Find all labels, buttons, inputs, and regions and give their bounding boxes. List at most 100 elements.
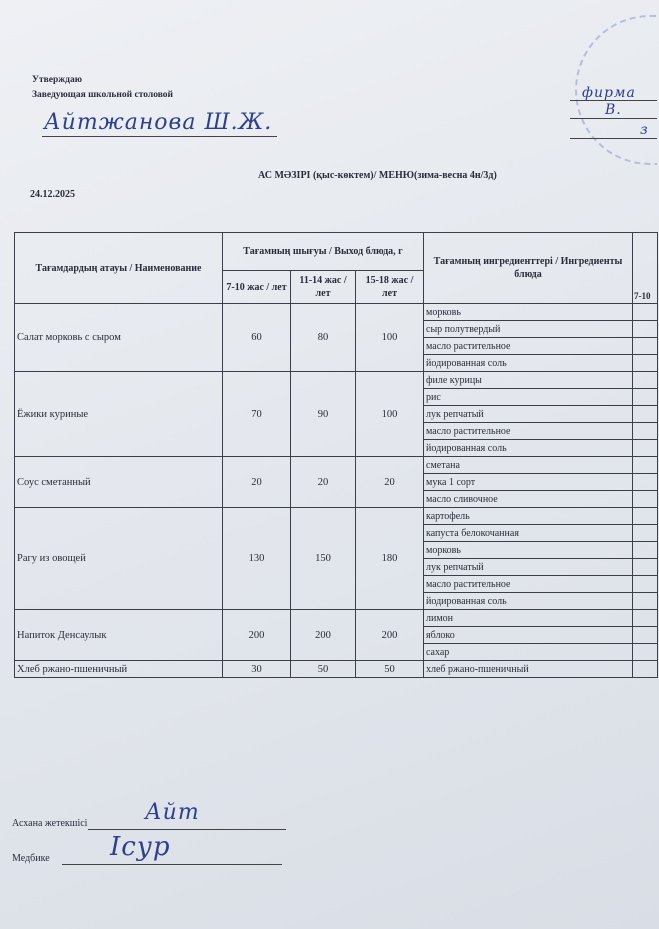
right-signature: фирма	[582, 85, 636, 101]
nurse-label: Медбике	[12, 853, 50, 864]
extra-cell	[632, 405, 658, 423]
menu-date: 24.12.2025	[30, 189, 75, 200]
ingredient: масло сливочное	[423, 490, 633, 508]
right-line-2	[570, 118, 657, 119]
ingredient: масло растительное	[423, 575, 633, 593]
menu-table: Тағамдардың атауы / Наименование Тағамны…	[14, 232, 658, 678]
header-extra: 7-10	[632, 232, 658, 304]
dish-output: 70	[222, 371, 291, 457]
right-line-1	[570, 100, 657, 101]
position-label: Заведующая школьной столовой	[32, 90, 174, 100]
ingredient: яблоко	[423, 626, 633, 644]
extra-cell	[632, 609, 658, 627]
header-name: Тағамдардың атауы / Наименование	[14, 232, 223, 304]
ingredient: картофель	[423, 507, 633, 525]
extra-cell	[632, 490, 658, 508]
header-ingredients: Тағамның ингредиенттері / Ингредиенты бл…	[423, 232, 633, 304]
dish-output: 50	[355, 660, 424, 678]
extra-cell	[632, 354, 658, 372]
extra-cell	[632, 626, 658, 644]
ingredient: лук репчатый	[423, 558, 633, 576]
ingredient: йодированная соль	[423, 439, 633, 457]
header-age-15-18: 15-18 жас / лет	[355, 270, 424, 304]
dish-output: 20	[290, 456, 356, 508]
dish-output: 100	[355, 371, 424, 457]
extra-cell	[632, 541, 658, 559]
ingredient: сахар	[423, 643, 633, 661]
dish-output: 200	[222, 609, 291, 661]
table-row: капуста белокочанная	[15, 524, 658, 542]
extra-cell	[632, 456, 658, 474]
extra-cell	[632, 507, 658, 525]
table-row: Соус сметанный 20 20 20 сметана	[14, 456, 658, 508]
extra-cell	[632, 422, 658, 440]
ingredient: масло растительное	[423, 422, 633, 440]
dish-name: Напиток Денсаулык	[14, 609, 223, 661]
approver-signature: Айтжанова Ш.Ж.	[44, 110, 273, 135]
dish-output: 80	[290, 303, 356, 372]
dish-name: Ёжики куриные	[14, 371, 223, 457]
extra-cell	[632, 320, 658, 338]
ingredient: лимон	[423, 609, 633, 627]
right-line-3	[570, 138, 657, 139]
dish-output: 180	[355, 507, 424, 610]
signature-line	[42, 136, 277, 137]
ingredient: сметана	[423, 456, 633, 474]
approve-label: Утверждаю	[32, 75, 82, 85]
extra-cell	[632, 388, 658, 406]
header-output: Тағамның шығуы / Выход блюда, г	[222, 232, 424, 271]
extra-cell	[632, 592, 658, 610]
dish-output: 200	[355, 609, 424, 661]
nurse-signature: Ісур	[110, 832, 171, 862]
extra-cell	[632, 524, 658, 542]
ingredient: рис	[423, 388, 633, 406]
dish-name: Рагу из овощей	[14, 507, 223, 610]
ingredient: хлеб ржано-пшеничный	[423, 660, 633, 678]
extra-cell	[632, 439, 658, 457]
extra-cell	[632, 371, 658, 389]
dish-output: 100	[355, 303, 424, 372]
ingredient: масло растительное	[423, 337, 633, 355]
dish-output: 60	[222, 303, 291, 372]
extra-cell	[632, 303, 658, 321]
ingredient: лук репчатый	[423, 405, 633, 423]
right-signature-3: з	[640, 122, 649, 138]
chef-signature: Айт	[145, 800, 200, 825]
dish-output: 20	[222, 456, 291, 508]
right-signature-2: В.	[605, 102, 622, 118]
extra-cell	[632, 660, 658, 678]
ingredient: филе курицы	[423, 371, 633, 389]
ingredient: капуста белокочанная	[423, 524, 633, 542]
dish-name: Хлеб ржано-пшеничный	[14, 660, 223, 678]
chef-label: Асхана жетекшісі	[12, 818, 88, 829]
dish-output: 150	[290, 507, 356, 610]
extra-cell	[632, 643, 658, 661]
header-age-11-14: 11-14 жас / лет	[290, 270, 356, 304]
table-row: масло растительное	[15, 337, 658, 355]
extra-cell	[632, 558, 658, 576]
table-row: Хлеб ржано-пшеничный 30 50 50 хлеб ржано-пше…	[14, 660, 658, 678]
nurse-line	[62, 864, 282, 865]
dish-output: 20	[355, 456, 424, 508]
dish-output: 200	[290, 609, 356, 661]
ingredient: морковь	[423, 303, 633, 321]
menu-title: АС МӘЗІРІ (қыс-көктем)/ МЕНЮ(зима-весна …	[258, 170, 497, 181]
extra-cell	[632, 473, 658, 491]
dish-output: 30	[222, 660, 291, 678]
ingredient: мука 1 сорт	[423, 473, 633, 491]
ingredient: морковь	[423, 541, 633, 559]
ingredient: йодированная соль	[423, 354, 633, 372]
table-row: масло сливочное	[15, 490, 658, 508]
dish-name: Соус сметанный	[14, 456, 223, 508]
dish-output: 90	[290, 371, 356, 457]
dish-name: Салат морковь с сыром	[14, 303, 223, 372]
header-age-7-10: 7-10 жас / лет	[222, 270, 291, 304]
dish-output: 130	[222, 507, 291, 610]
dish-output: 50	[290, 660, 356, 678]
table-row: Ёжики куриные 70 90 100 филе курицы	[14, 371, 658, 457]
table-row: Салат морковь с сыром 60 80 100 морковь	[14, 303, 658, 372]
ingredient: йодированная соль	[423, 592, 633, 610]
table-row: Напиток Денсаулык 200 200 200 лимон	[14, 609, 658, 661]
extra-cell	[632, 575, 658, 593]
extra-cell	[632, 337, 658, 355]
